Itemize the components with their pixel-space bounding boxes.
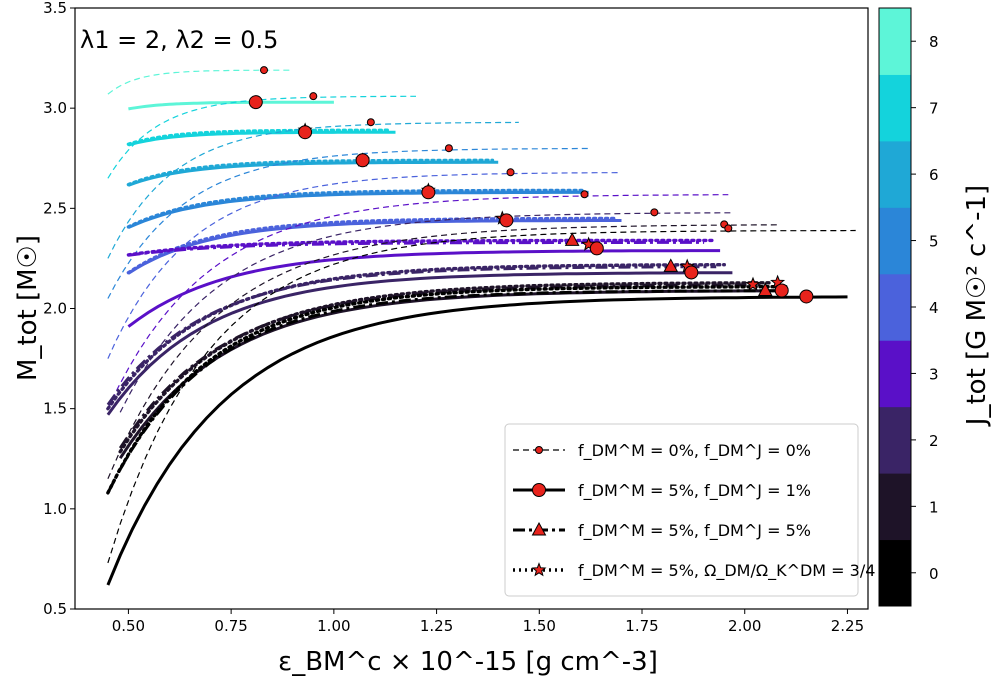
y-tick-label: 0.5: [43, 600, 67, 618]
curve-J0-solid: [106, 295, 848, 586]
colorbar-band-3: [879, 340, 911, 408]
curve-J6-f5-1: [127, 160, 499, 187]
colorbar-tick-label: 5: [929, 233, 939, 251]
colorbar-tick-label: 4: [929, 299, 939, 317]
y-tick-label: 1.5: [43, 400, 67, 418]
marker-J6-reference: [366, 118, 375, 127]
y-tick-label: 1.0: [43, 500, 67, 518]
legend-label-1: f_DM^M = 5%, f_DM^J = 1%: [578, 481, 811, 501]
curve-J7-omega: [126, 128, 393, 146]
x-tick-label: 2.25: [831, 617, 864, 635]
x-tick-label: 1.50: [523, 617, 556, 635]
marker-J7-reference: [309, 92, 318, 101]
curve-J7-f5-1: [128, 130, 396, 147]
marker-J8-reference: [260, 66, 269, 75]
colorbar: 0 1 2 3 4 5 6 7 8: [878, 7, 939, 607]
curve-J4-f5-1: [127, 219, 622, 275]
legend: f_DM^M = 0%, f_DM^J = 0% f_DM^M = 5%, f_D…: [504, 423, 875, 597]
y-tick-label: 2.0: [43, 300, 67, 318]
y-tick-label: 2.5: [43, 199, 67, 217]
curve-J6-omega: [126, 158, 495, 187]
marker-J0-dashdot: [757, 282, 773, 296]
curve-J3-omega: [126, 238, 714, 257]
legend-marker-3: [531, 562, 547, 577]
curve-J5-omega: [126, 188, 584, 229]
legend-label-0: f_DM^M = 0%, f_DM^J = 0%: [578, 441, 811, 461]
marker-J2-f5-1: [684, 265, 699, 280]
colorbar-tick-label: 7: [929, 100, 939, 118]
colorbar-band-1: [879, 473, 911, 541]
marker-J4-reference: [506, 168, 515, 177]
curve-J0-dashdot: [106, 289, 786, 494]
colorbar-band-4: [879, 273, 911, 341]
colorbar-tick-label: 3: [929, 365, 939, 383]
colorbar-band-5: [879, 207, 911, 275]
marker-J0-dashed: [724, 224, 733, 233]
curve-J2-f5-1: [106, 271, 733, 416]
curve-J2-reference: [119, 212, 733, 413]
marker-J2-reference: [650, 208, 659, 217]
colorbar-tick-label: 1: [929, 498, 939, 516]
legend-label-2: f_DM^M = 5%, f_DM^J = 5%: [578, 521, 811, 541]
marker-J0-dotted: [745, 276, 761, 291]
y-tick-label: 3.0: [43, 99, 67, 117]
marker-J5-f5-1: [421, 185, 436, 200]
curve-J4-omega: [126, 216, 617, 275]
marker-J3-f5-1: [589, 241, 604, 256]
marker-J3-omega: [581, 236, 597, 251]
axis-layer: 0.50 0.75 1.00 1.25 1.50 1.75 2.00 2.25 0.5 1.0 1.…: [43, 0, 864, 635]
x-tick-label: 0.75: [214, 617, 247, 635]
curve-J1-reference: [107, 224, 778, 480]
x-tick-label: 1.75: [625, 617, 658, 635]
marker-J5-reference: [444, 144, 453, 153]
colorbar-band-2: [879, 406, 911, 474]
x-tick-label: 1.25: [420, 617, 453, 635]
curve-J4-reference: [107, 172, 622, 359]
marker-J2-f5-5: [663, 258, 679, 272]
curve-J1-f5-5: [118, 283, 761, 449]
colorbar-band-7: [879, 74, 911, 142]
colorbar-label: J_tot [G M☉² c^-1]: [962, 185, 992, 427]
marker-J1-f5-1: [774, 283, 789, 298]
colorbar-tick-label: 0: [929, 565, 939, 583]
curve-J8-reference: [107, 69, 293, 95]
curve-J0-dotted: [106, 285, 788, 495]
legend-label-3: f_DM^M = 5%, Ω_DM/Ω_K^DM = 3/4: [578, 561, 875, 581]
y-tick-label: 3.5: [43, 0, 67, 17]
marker-J4-f5-1: [499, 213, 514, 228]
legend-marker-0: [535, 446, 543, 454]
colorbar-tick-label: 2: [929, 432, 939, 450]
marker-J0-solid: [799, 289, 814, 304]
series-layer: [106, 69, 856, 586]
curve-J3-reference: [107, 194, 729, 409]
marker-J8-f5-1: [248, 95, 263, 110]
colorbar-band-6: [879, 140, 911, 208]
legend-marker-1: [532, 483, 546, 497]
x-axis-label: ε_BM^c × 10^-15 [g cm^-3]: [278, 647, 658, 677]
colorbar-band-0: [879, 539, 911, 607]
marker-J3-f5-5: [564, 232, 580, 246]
x-tick-label: 2.00: [728, 617, 761, 635]
legend-marker-2: [531, 521, 547, 536]
x-tick-label: 0.50: [112, 617, 145, 635]
x-tick-label: 1.00: [317, 617, 350, 635]
y-axis-label: M_tot [M☉]: [13, 235, 43, 381]
curve-J3-f5-1: [127, 249, 721, 328]
colorbar-tick-label: 8: [929, 33, 939, 51]
parameter-annotation: λ1 = 2, λ2 = 0.5: [80, 26, 278, 54]
marker-J6-f5-1: [355, 153, 370, 168]
curve-J2-omega: [106, 263, 726, 411]
marker-J7-f5-1: [298, 125, 313, 140]
colorbar-tick-label: 6: [929, 166, 939, 184]
legend-box: [504, 423, 859, 597]
marker-J3-reference: [580, 190, 589, 199]
curve-J1-omega: [118, 281, 771, 454]
marker-layer: [248, 66, 814, 304]
colorbar-band-8: [879, 8, 911, 75]
